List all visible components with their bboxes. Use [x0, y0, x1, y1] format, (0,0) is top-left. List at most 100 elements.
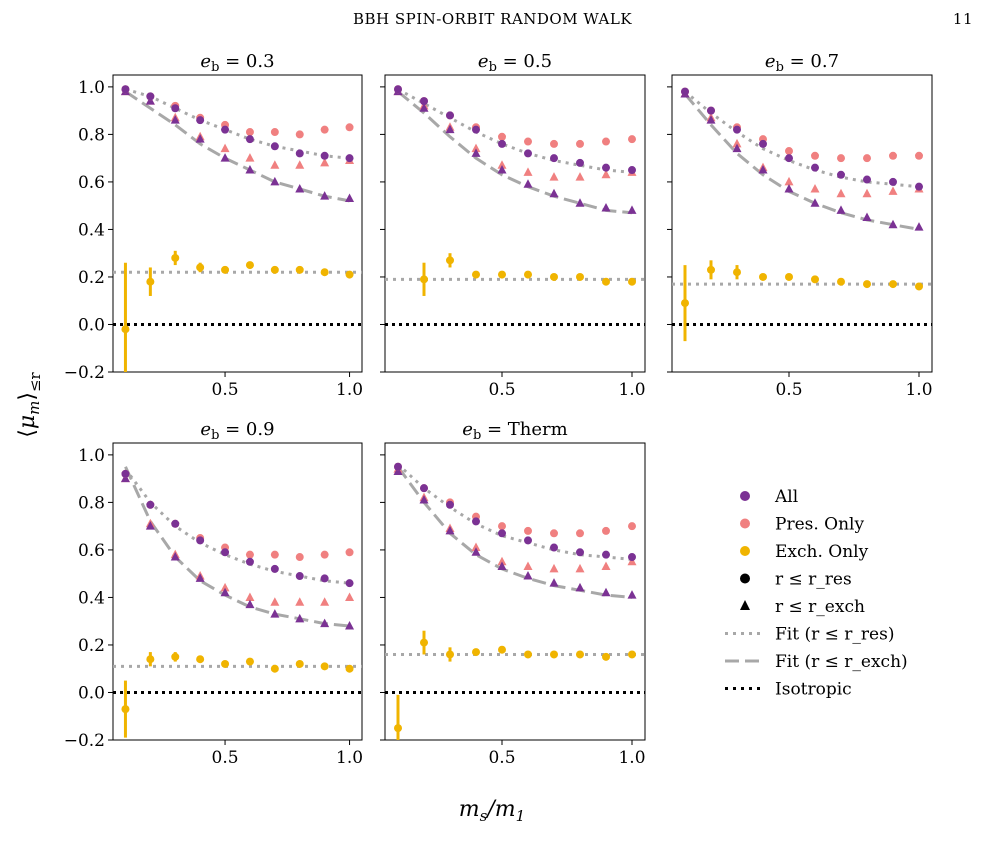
pres-exch-point: [345, 592, 355, 601]
all-exch-point: [601, 203, 611, 212]
legend-marker: [740, 518, 750, 529]
pres-exch-point: [220, 582, 230, 592]
exch-only-point: [602, 652, 610, 661]
exch-only-point: [446, 650, 454, 659]
exch-only-point: [811, 275, 819, 284]
y-tick-label: −0.2: [64, 731, 105, 751]
exch-only-point: [420, 275, 428, 284]
exch-only-point: [171, 652, 180, 661]
exch-only-point: [196, 655, 205, 664]
panel-title: eb = 0.9: [200, 419, 274, 443]
pres-exch-point: [601, 561, 611, 571]
all-exch-point: [497, 165, 507, 174]
x-tick-label: 0.5: [488, 748, 515, 768]
pres-exch-point: [575, 172, 585, 181]
x-tick-label: 1.0: [618, 380, 645, 400]
exch-only-point: [863, 280, 871, 289]
all-exch-point: [575, 582, 585, 592]
exch-only-point: [320, 662, 329, 671]
pres-exch-point: [575, 563, 585, 573]
pres-res-point: [863, 154, 871, 163]
all-exch-point: [120, 473, 130, 483]
exch-only-point: [759, 272, 767, 281]
all-res-point: [446, 111, 454, 120]
all-exch-point: [419, 495, 429, 504]
all-exch-point: [523, 571, 533, 580]
fit-exch-line: [124, 90, 350, 203]
all-res-point: [221, 548, 230, 557]
y-tick-label: 0.0: [78, 315, 105, 335]
exch-only-point: [576, 272, 584, 281]
pres-res-point: [811, 151, 819, 160]
all-res-point: [446, 500, 454, 509]
pres-res-point: [524, 137, 532, 146]
exch-only-point: [707, 265, 715, 274]
all-exch-point: [245, 599, 255, 609]
all-res-point: [171, 104, 180, 113]
legend-label: Fit (r ≤ r_res): [775, 625, 894, 645]
legend-label: Pres. Only: [775, 515, 864, 535]
y-tick-label: 0.2: [78, 268, 105, 288]
pres-exch-point: [270, 597, 280, 606]
all-exch-point: [888, 219, 898, 229]
all-exch-point: [523, 179, 533, 188]
all-res-point: [550, 154, 558, 163]
exch-only-point: [345, 270, 354, 279]
all-res-point: [576, 548, 584, 557]
y-tick-label: 1.0: [78, 78, 105, 98]
pres-res-point: [576, 139, 584, 148]
all-res-point: [420, 97, 428, 106]
all-res-point: [550, 543, 558, 552]
all-exch-point: [245, 165, 255, 174]
all-res-point: [345, 579, 354, 588]
all-exch-point: [145, 96, 155, 105]
all-res-point: [733, 125, 741, 134]
all-res-point: [498, 139, 506, 148]
fit-res-line: [397, 87, 633, 174]
all-exch-point: [549, 188, 559, 198]
exch-only-point: [295, 659, 304, 668]
all-res-point: [196, 116, 205, 125]
y-tick-label: 0.2: [78, 636, 105, 656]
panel-frame: [112, 442, 363, 741]
exch-only-point: [837, 277, 845, 286]
legend-label: r ≤ r_res: [775, 570, 852, 590]
all-res-point: [707, 106, 715, 115]
pres-exch-point: [862, 188, 872, 198]
exch-only-point: [221, 659, 230, 668]
pres-exch-point: [320, 157, 330, 167]
x-axis-label: ms/m1: [459, 797, 525, 825]
exch-only-point: [270, 265, 279, 274]
all-res-point: [121, 469, 130, 478]
all-res-point: [811, 163, 819, 172]
y-tick-label: 0.6: [78, 173, 105, 193]
all-exch-point: [345, 620, 355, 630]
all-exch-point: [270, 609, 280, 618]
all-exch-point: [601, 587, 611, 597]
fit-res-line: [125, 87, 350, 160]
pres-res-point: [245, 550, 254, 559]
all-res-point: [295, 572, 304, 581]
legend-label: Fit (r ≤ r_exch): [775, 652, 908, 672]
all-exch-point: [758, 165, 768, 174]
all-exch-point: [170, 552, 180, 561]
pres-res-point: [837, 154, 845, 163]
all-exch-point: [195, 573, 205, 582]
panel-title: eb = 0.7: [765, 51, 839, 75]
exch-only-point: [270, 664, 279, 673]
all-exch-point: [784, 184, 794, 193]
panel-title: eb = Therm: [462, 419, 567, 443]
legend-label: r ≤ r_exch: [775, 597, 865, 617]
exch-only-point: [121, 325, 130, 334]
pres-res-point: [602, 526, 610, 535]
pres-res-point: [295, 130, 304, 139]
all-res-point: [498, 529, 506, 538]
all-res-point: [171, 519, 180, 528]
all-exch-point: [270, 176, 280, 186]
y-tick-label: 0.6: [78, 541, 105, 561]
all-exch-point: [497, 561, 507, 571]
pres-res-point: [550, 139, 558, 148]
all-res-point: [394, 85, 402, 94]
pres-exch-point: [523, 167, 533, 176]
all-res-point: [472, 125, 480, 134]
